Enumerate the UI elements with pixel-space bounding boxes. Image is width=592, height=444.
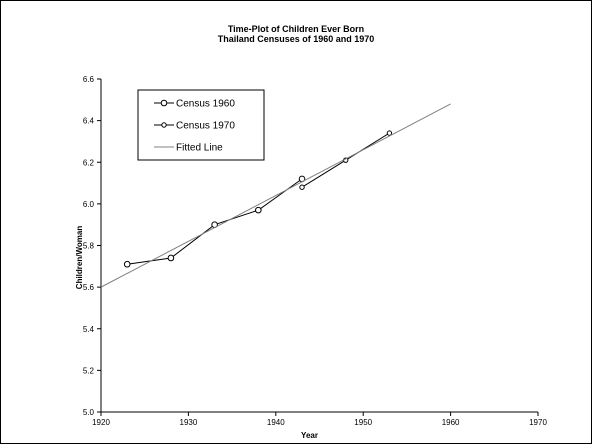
census-1960-point — [255, 206, 262, 214]
census-1960-point — [123, 260, 131, 268]
y-tick-label: 6.0 — [83, 200, 95, 209]
x-tick-label: 1950 — [354, 418, 372, 427]
legend-fitted-line-label: Fitted Line — [176, 143, 223, 154]
legend-census-1960-label: Census 1960 — [176, 99, 235, 110]
y-tick-label: 5.4 — [83, 325, 95, 334]
census-1970-point — [386, 130, 393, 136]
x-tick-label: 1920 — [92, 418, 110, 427]
census-1960-point — [167, 254, 175, 262]
x-tick-label: 1970 — [529, 418, 547, 427]
y-tick-label: 6.4 — [83, 117, 95, 126]
y-tick-label: 5.8 — [83, 242, 95, 251]
chart-title-line-2: Thailand Censuses of 1960 and 1970 — [217, 34, 375, 44]
y-axis-title: Children/Woman — [75, 226, 84, 290]
y-tick-label: 6.6 — [83, 75, 95, 84]
census-1970-point — [299, 184, 305, 190]
fitted-line-line — [100, 103, 451, 288]
y-tick-label: 5.6 — [83, 283, 95, 292]
x-axis-title: Year — [301, 431, 318, 440]
legend-census-1970-label: Census 1970 — [176, 121, 235, 132]
y-tick-label: 5.0 — [83, 408, 95, 417]
x-tick-label: 1930 — [180, 418, 198, 427]
legend-census-1960-marker — [160, 99, 168, 107]
y-tick-label: 5.2 — [83, 366, 95, 375]
x-tick-label: 1940 — [267, 418, 285, 427]
legend-census-1970-marker — [161, 122, 167, 128]
y-tick-label: 6.2 — [83, 158, 95, 167]
x-tick-label: 1960 — [442, 418, 460, 427]
chart-title-line-1: Time-Plot of Children Ever Born — [227, 24, 365, 34]
